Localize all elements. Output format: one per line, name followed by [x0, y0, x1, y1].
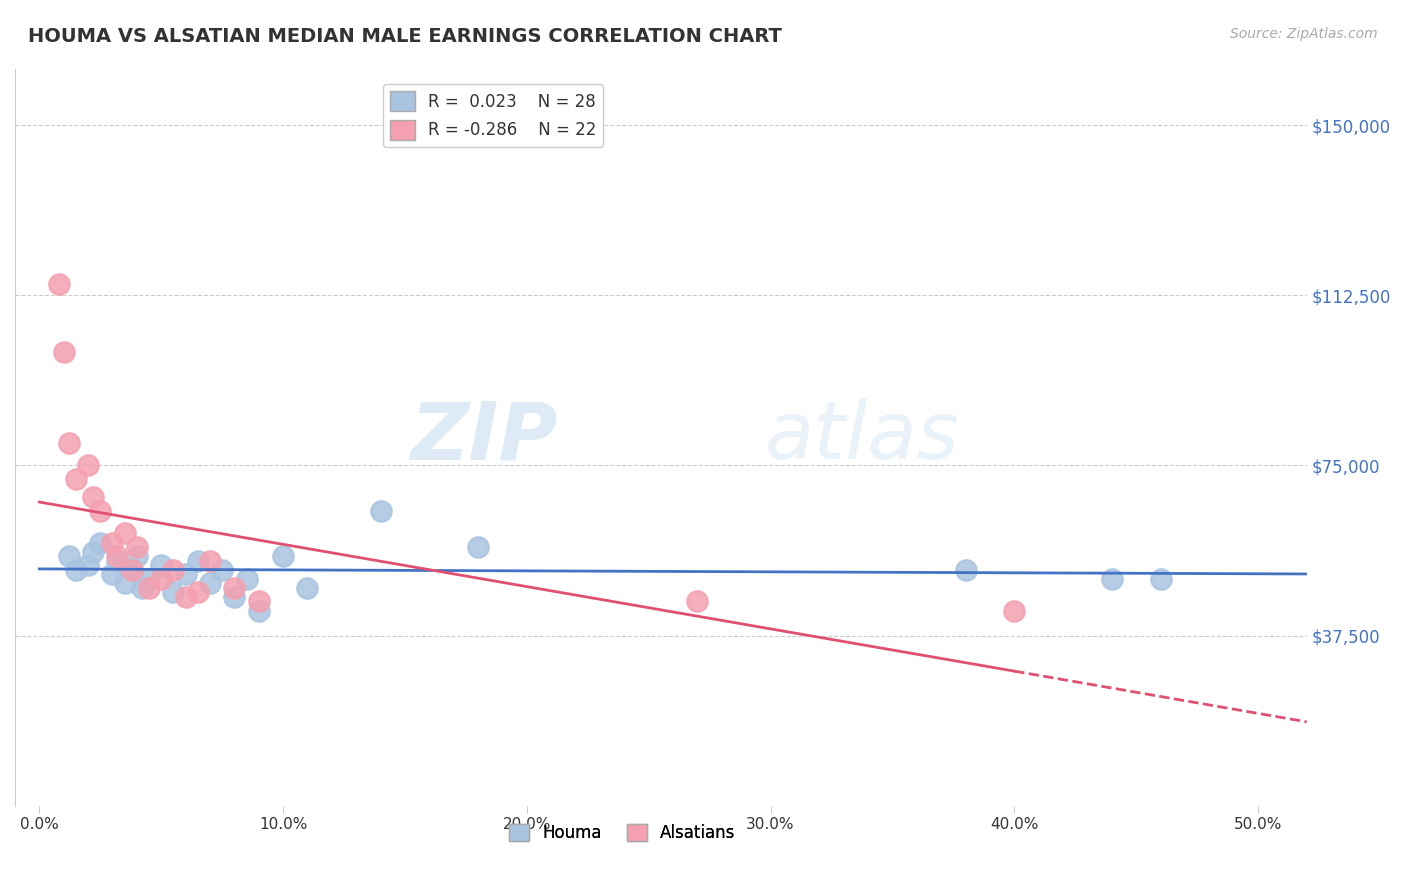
Point — [235, 572, 257, 586]
Point — [174, 567, 197, 582]
Point — [48, 277, 70, 291]
Point — [114, 526, 136, 541]
Point — [58, 549, 80, 563]
Text: HOUMA VS ALSATIAN MEDIAN MALE EARNINGS CORRELATION CHART: HOUMA VS ALSATIAN MEDIAN MALE EARNINGS C… — [28, 27, 782, 45]
Point — [52, 345, 75, 359]
Point — [101, 535, 124, 549]
Point — [89, 535, 111, 549]
Point — [105, 554, 128, 568]
Point — [1002, 603, 1025, 617]
Point — [138, 581, 160, 595]
Legend: Houma, Alsatians: Houma, Alsatians — [502, 817, 742, 849]
Point — [82, 490, 104, 504]
Point — [77, 558, 100, 573]
Point — [138, 572, 160, 586]
Point — [1149, 572, 1171, 586]
Point — [370, 504, 392, 518]
Point — [82, 544, 104, 558]
Point — [297, 581, 319, 595]
Text: ZIP: ZIP — [411, 398, 558, 476]
Point — [121, 563, 143, 577]
Point — [65, 472, 87, 486]
Text: atlas: atlas — [765, 398, 959, 476]
Point — [101, 567, 124, 582]
Point — [187, 554, 209, 568]
Point — [211, 563, 233, 577]
Point — [65, 563, 87, 577]
Point — [174, 590, 197, 604]
Point — [271, 549, 294, 563]
Point — [187, 585, 209, 599]
Point — [686, 594, 709, 608]
Point — [58, 435, 80, 450]
Point — [467, 540, 489, 554]
Point — [198, 554, 221, 568]
Point — [224, 590, 246, 604]
Point — [247, 603, 270, 617]
Point — [162, 563, 184, 577]
Point — [198, 576, 221, 591]
Point — [77, 458, 100, 473]
Point — [114, 576, 136, 591]
Point — [125, 549, 148, 563]
Point — [131, 581, 153, 595]
Point — [150, 558, 173, 573]
Point — [125, 540, 148, 554]
Point — [105, 549, 128, 563]
Point — [89, 504, 111, 518]
Text: Source: ZipAtlas.com: Source: ZipAtlas.com — [1230, 27, 1378, 41]
Point — [150, 572, 173, 586]
Point — [247, 594, 270, 608]
Point — [224, 581, 246, 595]
Point — [1101, 572, 1123, 586]
Point — [955, 563, 977, 577]
Point — [121, 563, 143, 577]
Point — [162, 585, 184, 599]
